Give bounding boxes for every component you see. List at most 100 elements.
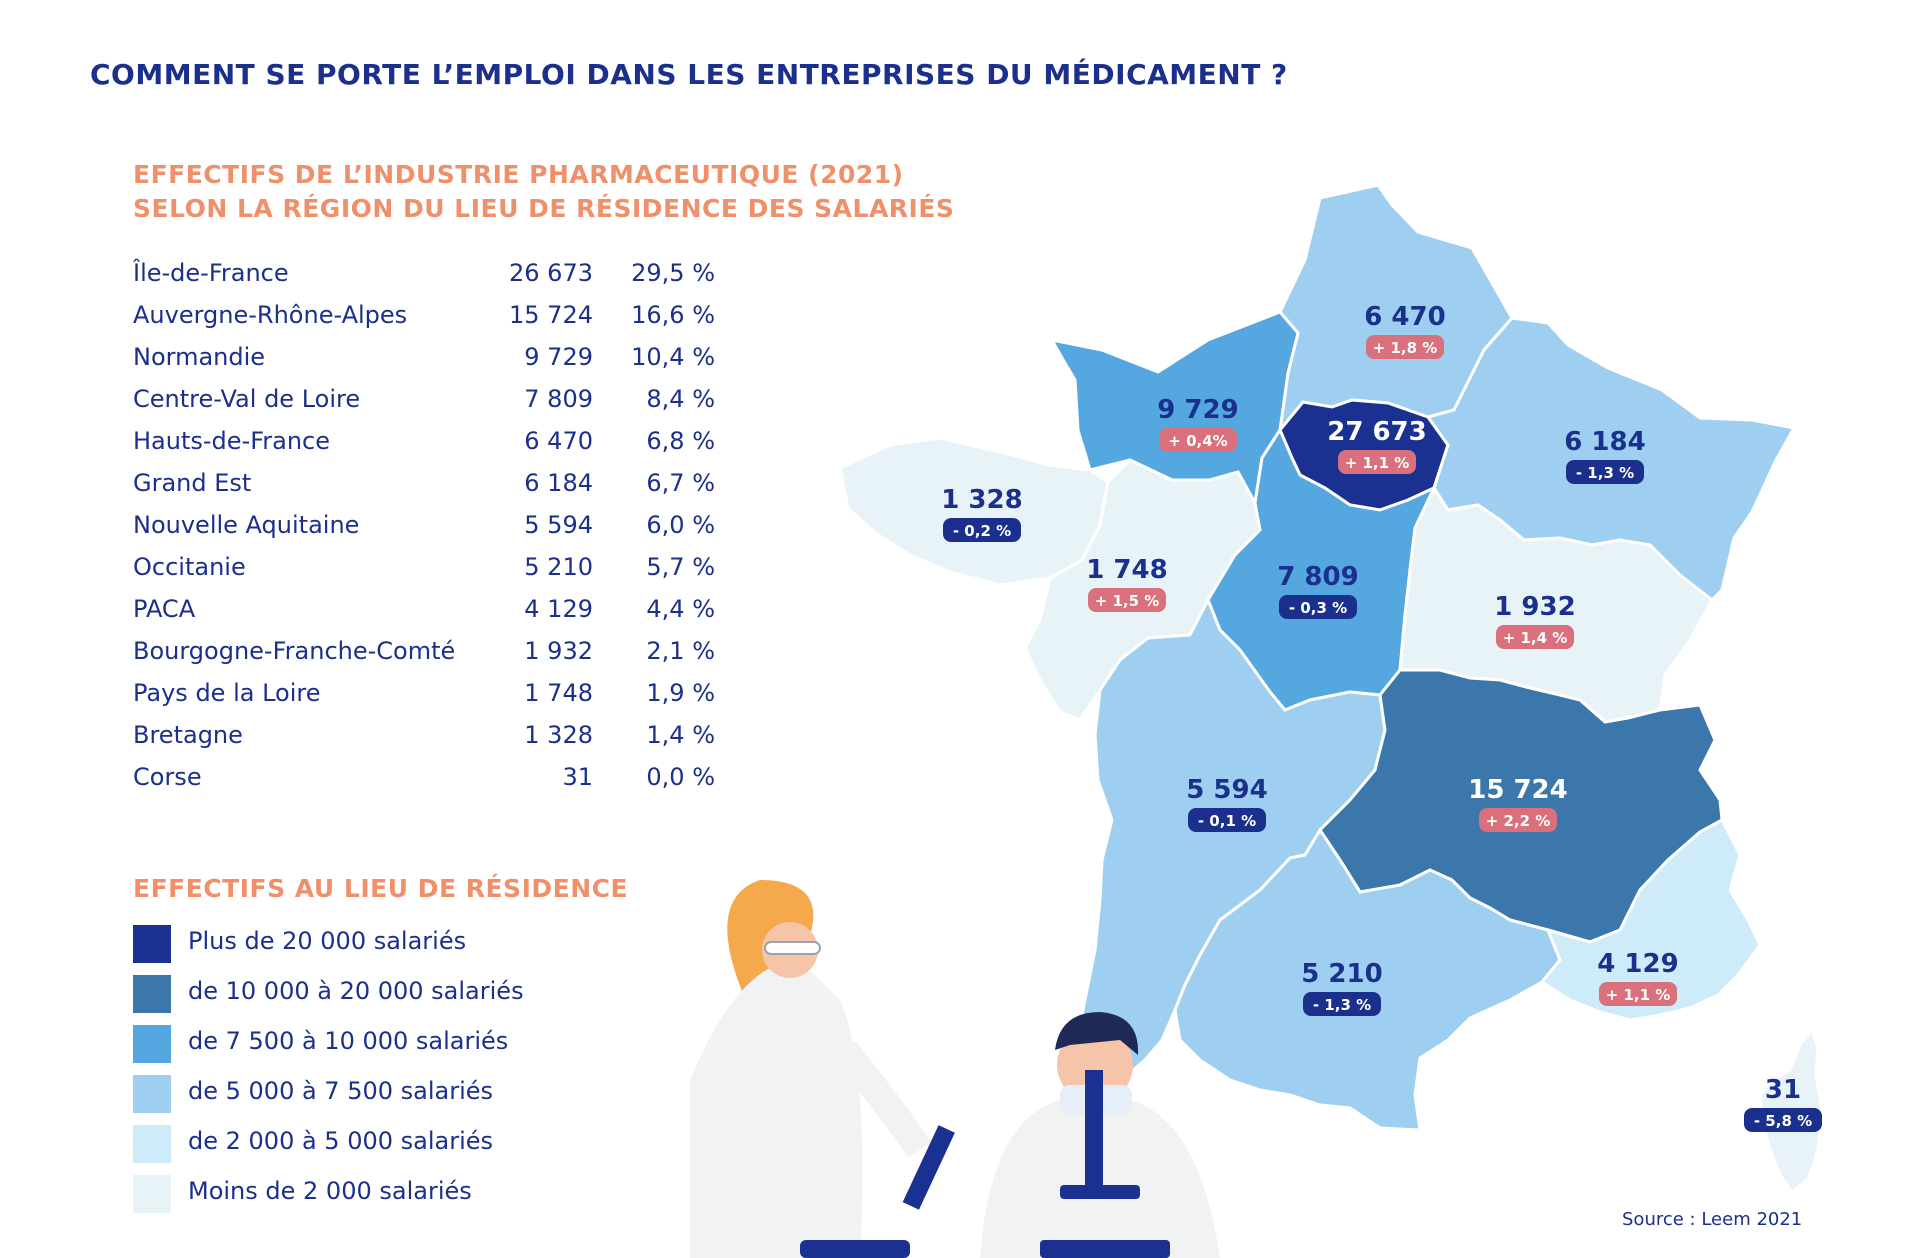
- map-value-normandie: 9 729: [1157, 395, 1238, 425]
- map-change-badge-grand-est: [1566, 460, 1644, 484]
- region-name: Auvergne-Rhône-Alpes: [133, 301, 408, 329]
- region-name: Corse: [133, 763, 202, 791]
- legend-swatch: [133, 1075, 171, 1113]
- region-value: 6 470: [524, 427, 593, 455]
- map-value-bretagne: 1 328: [941, 485, 1022, 515]
- legend-label: Plus de 20 000 salariés: [188, 927, 467, 955]
- legend-title: EFFECTIFS AU LIEU DE RÉSIDENCE: [133, 874, 629, 903]
- region-name: Bourgogne-Franche-Comté: [133, 637, 456, 665]
- map-value-centre-val-de-loire: 7 809: [1277, 562, 1358, 592]
- legend-label: de 10 000 à 20 000 salariés: [188, 977, 524, 1005]
- map-change-corse: - 5,8 %: [1754, 1112, 1812, 1130]
- table-row: Hauts-de-France 6 470 6,8 %: [133, 420, 733, 462]
- legend-label: de 7 500 à 10 000 salariés: [188, 1027, 509, 1055]
- region-name: Bretagne: [133, 721, 243, 749]
- map-change-auvergne-rhone-alpes: + 2,2 %: [1486, 812, 1551, 830]
- region-share: 4,4 %: [646, 595, 715, 623]
- map-change-bretagne: - 0,2 %: [953, 522, 1011, 540]
- map-change-badge-ile-de-france: [1338, 450, 1416, 474]
- region-name: Île-de-France: [133, 259, 289, 287]
- map-change-badge-nouvelle-aquitaine: [1188, 808, 1266, 832]
- region-value: 7 809: [524, 385, 593, 413]
- legend-label: de 2 000 à 5 000 salariés: [188, 1127, 494, 1155]
- map-value-nouvelle-aquitaine: 5 594: [1186, 775, 1267, 805]
- map-value-occitanie: 5 210: [1301, 959, 1382, 989]
- map-change-occitanie: - 1,3 %: [1313, 996, 1371, 1014]
- legend-swatch: [133, 1025, 171, 1063]
- legend-swatch: [133, 1125, 171, 1163]
- map-change-ile-de-france: + 1,1 %: [1345, 454, 1410, 472]
- main-title: COMMENT SE PORTE L’EMPLOI DANS LES ENTRE…: [90, 58, 1288, 91]
- region-value: 5 210: [524, 553, 593, 581]
- legend-label: Moins de 2 000 salariés: [188, 1177, 472, 1205]
- region-name: Centre-Val de Loire: [133, 385, 361, 413]
- table-row: Normandie 9 729 10,4 %: [133, 336, 733, 378]
- region-share: 0,0 %: [646, 763, 715, 791]
- region-value: 31: [562, 763, 593, 791]
- map-change-badge-bourgogne-franche-comte: [1496, 625, 1574, 649]
- map-change-bourgogne-franche-comte: + 1,4 %: [1503, 629, 1568, 647]
- table-row: Pays de la Loire 1 748 1,9 %: [133, 672, 733, 714]
- region-value: 15 724: [509, 301, 593, 329]
- region-name: PACA: [133, 595, 196, 623]
- map-value-bourgogne-franche-comte: 1 932: [1494, 592, 1575, 622]
- region-share: 16,6 %: [631, 301, 715, 329]
- map-change-badge-centre-val-de-loire: [1279, 595, 1357, 619]
- region-value: 1 748: [524, 679, 593, 707]
- region-share: 29,5 %: [631, 259, 715, 287]
- region-value: 4 129: [524, 595, 593, 623]
- map-change-hauts-de-france: + 1,8 %: [1373, 339, 1438, 357]
- region-share: 5,7 %: [646, 553, 715, 581]
- region-share: 10,4 %: [631, 343, 715, 371]
- region-share: 8,4 %: [646, 385, 715, 413]
- table-row: Corse 31 0,0 %: [133, 756, 733, 798]
- region-table: Île-de-France 26 673 29,5 % Auvergne-Rhône-…: [133, 252, 733, 798]
- region-value: 1 932: [524, 637, 593, 665]
- map-change-badge-bretagne: [943, 518, 1021, 542]
- region-share: 6,8 %: [646, 427, 715, 455]
- legend-label: de 5 000 à 7 500 salariés: [188, 1077, 494, 1105]
- table-row: Bourgogne-Franche-Comté 1 932 2,1 %: [133, 630, 733, 672]
- map-value-ile-de-france: 27 673: [1327, 417, 1427, 447]
- table-title-line-2: SELON LA RÉGION DU LIEU DE RÉSIDENCE DES…: [133, 194, 955, 223]
- table-title: EFFECTIFS DE L’INDUSTRIE PHARMACEUTIQUE …: [133, 158, 954, 226]
- region-value: 1 328: [524, 721, 593, 749]
- map-change-nouvelle-aquitaine: - 0,1 %: [1198, 812, 1256, 830]
- legend-swatch: [133, 975, 171, 1013]
- region-share: 6,7 %: [646, 469, 715, 497]
- region-name: Nouvelle Aquitaine: [133, 511, 360, 539]
- region-value: 6 184: [524, 469, 593, 497]
- table-row: Nouvelle Aquitaine 5 594 6,0 %: [133, 504, 733, 546]
- table-row: Bretagne 1 328 1,4 %: [133, 714, 733, 756]
- region-share: 1,9 %: [646, 679, 715, 707]
- region-paca[interactable]: [1539, 817, 1762, 1022]
- map-change-badge-paca: [1599, 982, 1677, 1006]
- map-value-auvergne-rhone-alpes: 15 724: [1468, 775, 1568, 805]
- table-row: Grand Est 6 184 6,7 %: [133, 462, 733, 504]
- map-change-badge-normandie: [1159, 428, 1237, 452]
- table-title-line-1: EFFECTIFS DE L’INDUSTRIE PHARMACEUTIQUE …: [133, 160, 904, 189]
- map-change-badge-corse: [1744, 1108, 1822, 1132]
- map-value-pays-de-la-loire: 1 748: [1086, 555, 1167, 585]
- region-name: Hauts-de-France: [133, 427, 331, 455]
- legend-swatch: [133, 1175, 171, 1213]
- map-change-paca: + 1,1 %: [1606, 986, 1671, 1004]
- scientist-man-illustration: [980, 1012, 1220, 1258]
- map-value-corse: 31: [1765, 1075, 1801, 1105]
- region-labels: 6 470 + 1,8 % 9 729 + 0,4% 27 673 + 1,1 % 6 18…: [941, 302, 1822, 1132]
- table-row: Auvergne-Rhône-Alpes 15 724 16,6 %: [133, 294, 733, 336]
- map-change-grand-est: - 1,3 %: [1576, 464, 1634, 482]
- regions: [838, 183, 1824, 1195]
- scientist-woman-illustration: [690, 880, 955, 1258]
- table-row: PACA 4 129 4,4 %: [133, 588, 733, 630]
- region-value: 9 729: [524, 343, 593, 371]
- region-name: Grand Est: [133, 469, 252, 497]
- region-name: Occitanie: [133, 553, 246, 581]
- map-change-pays-de-la-loire: + 1,5 %: [1095, 592, 1160, 610]
- map-change-badge-pays-de-la-loire: [1088, 588, 1166, 612]
- map-value-hauts-de-france: 6 470: [1364, 302, 1445, 332]
- map-change-badge-auvergne-rhone-alpes: [1479, 808, 1557, 832]
- table-row: Île-de-France 26 673 29,5 %: [133, 252, 733, 294]
- region-name: Pays de la Loire: [133, 679, 321, 707]
